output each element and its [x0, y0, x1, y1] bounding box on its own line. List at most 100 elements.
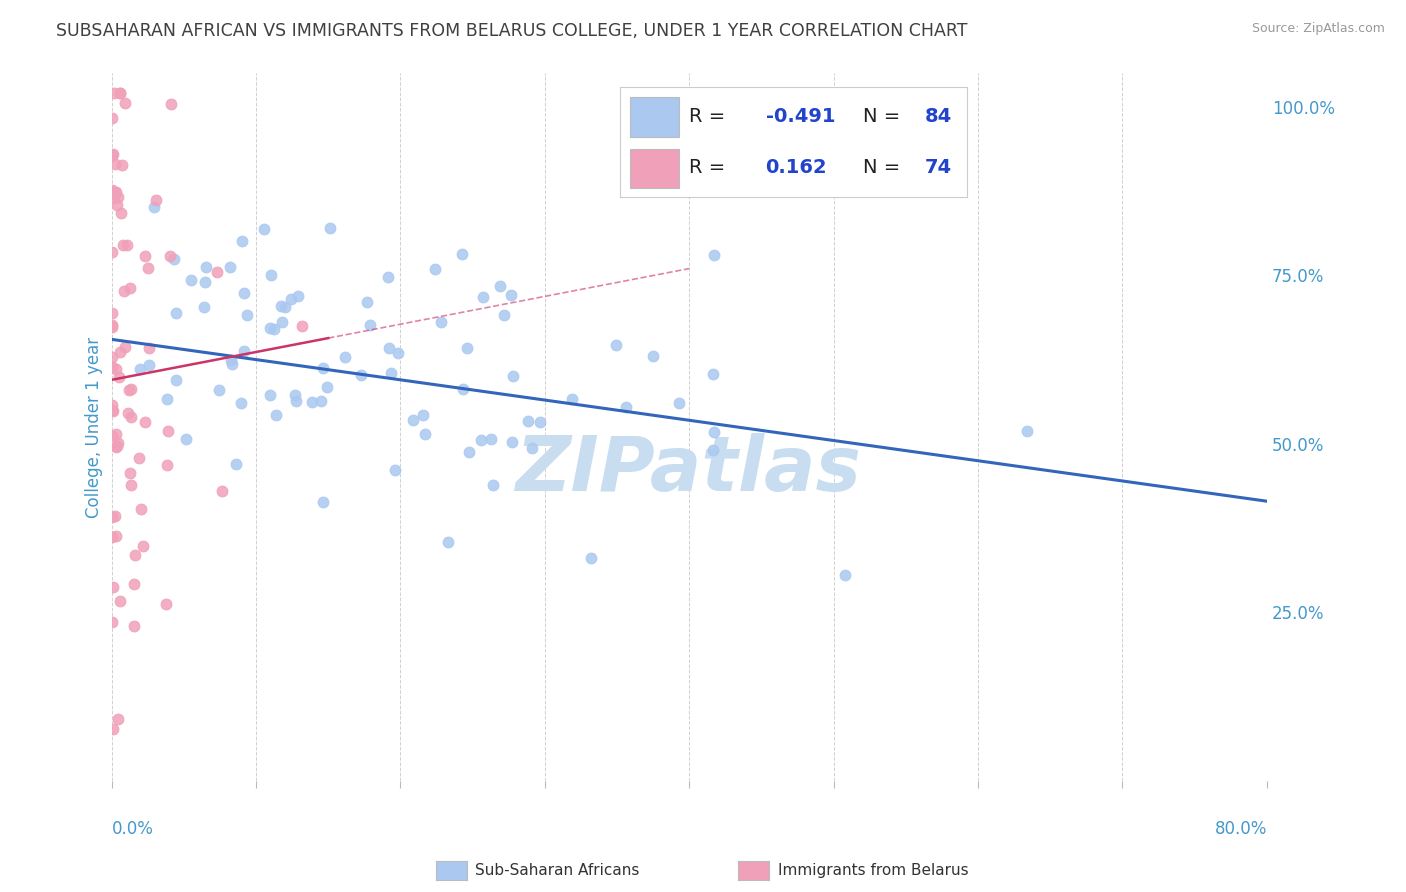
Point: [155, 597, 177, 611]
Point: [100, 320, 122, 334]
Point: [315, 380, 337, 394]
Text: 80.0%: 80.0%: [1215, 820, 1267, 838]
Point: [103, 186, 125, 200]
Text: ZIPatlas: ZIPatlas: [516, 433, 862, 507]
Point: [120, 382, 142, 396]
Point: [231, 234, 253, 248]
Point: [101, 398, 124, 412]
Point: [520, 441, 543, 455]
Point: [128, 361, 150, 376]
Point: [561, 392, 583, 406]
Point: [165, 374, 187, 388]
Point: [100, 148, 122, 162]
Point: [211, 483, 233, 498]
Point: [112, 237, 135, 252]
Point: [110, 206, 132, 220]
Point: [456, 341, 478, 355]
Point: [579, 550, 602, 565]
Point: [134, 415, 156, 429]
Point: [641, 349, 664, 363]
Point: [193, 300, 215, 314]
Point: [312, 361, 335, 376]
Point: [117, 384, 139, 398]
Point: [100, 245, 122, 260]
Point: [359, 318, 381, 332]
Point: [502, 369, 524, 384]
Point: [117, 238, 139, 252]
Point: [402, 413, 425, 427]
Point: [124, 548, 146, 562]
Point: [205, 265, 228, 279]
Point: [104, 427, 127, 442]
Point: [174, 432, 197, 446]
Point: [129, 502, 152, 516]
Point: [412, 408, 434, 422]
Point: [233, 344, 256, 359]
Point: [143, 200, 166, 214]
Point: [114, 340, 136, 354]
Point: [193, 275, 215, 289]
Point: [156, 392, 179, 406]
Point: [229, 396, 252, 410]
Point: [430, 315, 453, 329]
Point: [103, 191, 125, 205]
Point: [458, 445, 481, 459]
Point: [100, 149, 122, 163]
Point: [668, 396, 690, 410]
Point: [501, 287, 523, 301]
Point: [101, 350, 124, 364]
Point: [482, 477, 505, 491]
Point: [134, 249, 156, 263]
Point: [107, 712, 129, 726]
Point: [377, 270, 399, 285]
Point: [489, 279, 512, 293]
Text: Sub-Saharan Africans: Sub-Saharan Africans: [475, 863, 640, 878]
Point: [287, 289, 309, 303]
Point: [132, 539, 155, 553]
Point: [451, 246, 474, 260]
Point: [101, 146, 124, 161]
Point: [101, 360, 124, 375]
Point: [101, 404, 124, 418]
Point: [834, 568, 856, 582]
Point: [108, 344, 131, 359]
Point: [378, 341, 401, 355]
Point: [100, 183, 122, 197]
Point: [110, 86, 132, 100]
Point: [101, 403, 124, 417]
Point: [100, 530, 122, 544]
Text: 0.0%: 0.0%: [111, 820, 153, 838]
Point: [301, 395, 323, 409]
Point: [319, 221, 342, 235]
Point: [194, 260, 217, 274]
Point: [264, 408, 287, 422]
Point: [108, 86, 131, 100]
Point: [270, 299, 292, 313]
Point: [160, 96, 183, 111]
Point: [120, 281, 142, 295]
Point: [349, 368, 371, 382]
Point: [437, 534, 460, 549]
Point: [703, 248, 725, 262]
Point: [105, 440, 128, 454]
Point: [259, 320, 281, 334]
Point: [111, 158, 134, 172]
Y-axis label: College, Under 1 year: College, Under 1 year: [86, 336, 103, 517]
Point: [128, 450, 150, 465]
Point: [333, 350, 356, 364]
Point: [312, 494, 335, 508]
Point: [105, 198, 128, 212]
Point: [117, 406, 139, 420]
Point: [311, 394, 333, 409]
Point: [208, 384, 231, 398]
Point: [101, 723, 124, 737]
Text: Source: ZipAtlas.com: Source: ZipAtlas.com: [1251, 22, 1385, 36]
Point: [103, 86, 125, 100]
Point: [122, 577, 145, 591]
Point: [470, 434, 492, 448]
Point: [529, 415, 551, 429]
Point: [156, 458, 179, 473]
Point: [107, 435, 129, 450]
Point: [105, 529, 128, 543]
Point: [280, 292, 302, 306]
